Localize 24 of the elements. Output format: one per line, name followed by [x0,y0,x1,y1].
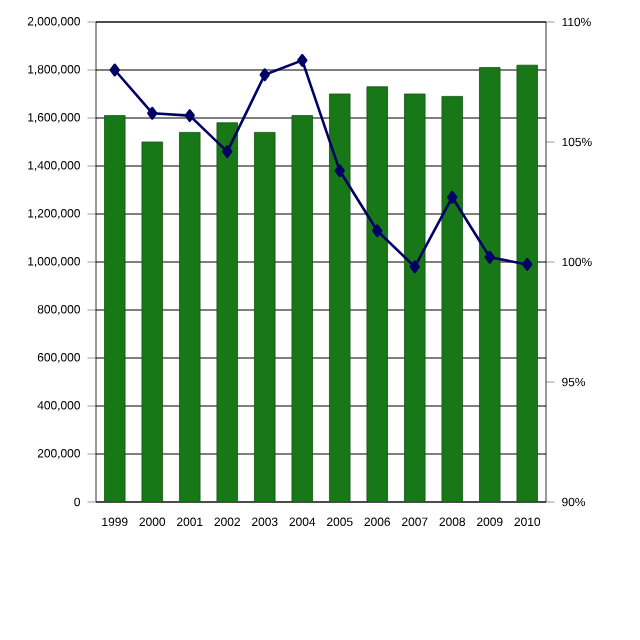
bar [329,93,351,502]
bar [404,93,426,502]
point [409,260,420,274]
point [184,109,195,123]
point [222,145,233,159]
point [109,63,120,77]
bar [291,115,313,502]
bar [179,131,201,502]
point [259,68,270,82]
point [334,164,345,178]
bar [479,67,501,502]
point [447,190,458,204]
bar [441,95,463,502]
point [297,53,308,67]
point [522,257,533,271]
bar [366,86,388,502]
bar [254,131,276,502]
bar [516,64,538,502]
point [484,250,495,264]
point [147,106,158,120]
bar [216,122,238,502]
bar [141,141,163,502]
point [372,224,383,238]
bar [104,115,126,502]
